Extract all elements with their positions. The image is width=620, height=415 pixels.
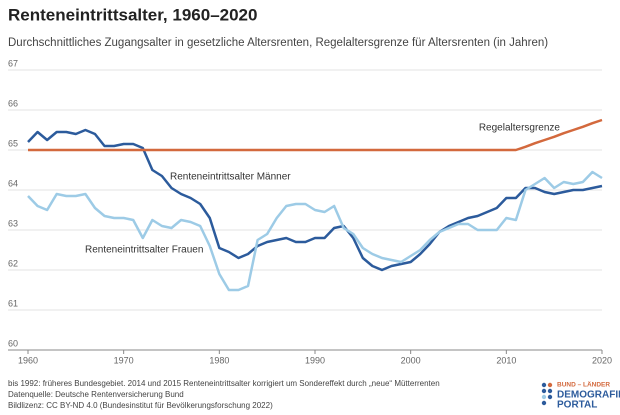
y-tick-label: 63	[8, 218, 18, 228]
y-tick-label: 60	[8, 338, 18, 348]
y-tick-label: 62	[8, 258, 18, 268]
x-tick-label: 2010	[496, 355, 516, 365]
series-line	[27, 170, 603, 292]
footnote: bis 1992: früheres Bundesgebiet. 2014 un…	[8, 379, 440, 388]
series-label: Renteneintrittsalter Frauen	[85, 245, 203, 256]
x-tick-label: 2000	[401, 355, 421, 365]
y-tick-label: 65	[8, 138, 18, 148]
logo-text: BUND – LÄNDER	[557, 381, 610, 389]
series-label: Renteneintrittsalter Männer	[170, 172, 291, 183]
footnote: Datenquelle: Deutsche Rentenversicherung…	[8, 390, 184, 399]
footnote: Bildlizenz: CC BY-ND 4.0 (Bundesinstitut…	[8, 401, 273, 410]
chart-subtitle: Durchschnittliches Zugangsalter in geset…	[8, 37, 548, 49]
x-tick-label: 1970	[114, 355, 134, 365]
logo-text: PORTAL	[557, 400, 597, 411]
y-tick-label: 67	[8, 58, 18, 68]
logo-icon	[541, 382, 553, 406]
y-tick-label: 64	[8, 178, 18, 188]
x-tick-label: 1990	[305, 355, 325, 365]
x-tick-label: 2020	[592, 355, 612, 365]
series-line	[27, 128, 603, 272]
chart-title: Renteneintrittsalter, 1960–2020	[8, 5, 257, 24]
series-line	[28, 118, 603, 152]
y-tick-label: 61	[8, 298, 18, 308]
x-tick-label: 1960	[18, 355, 38, 365]
x-tick-label: 1980	[209, 355, 229, 365]
y-tick-label: 66	[8, 98, 18, 108]
series-label: Regelaltersgrenze	[479, 123, 561, 134]
logo-text: DEMOGRAFIE	[557, 390, 620, 401]
